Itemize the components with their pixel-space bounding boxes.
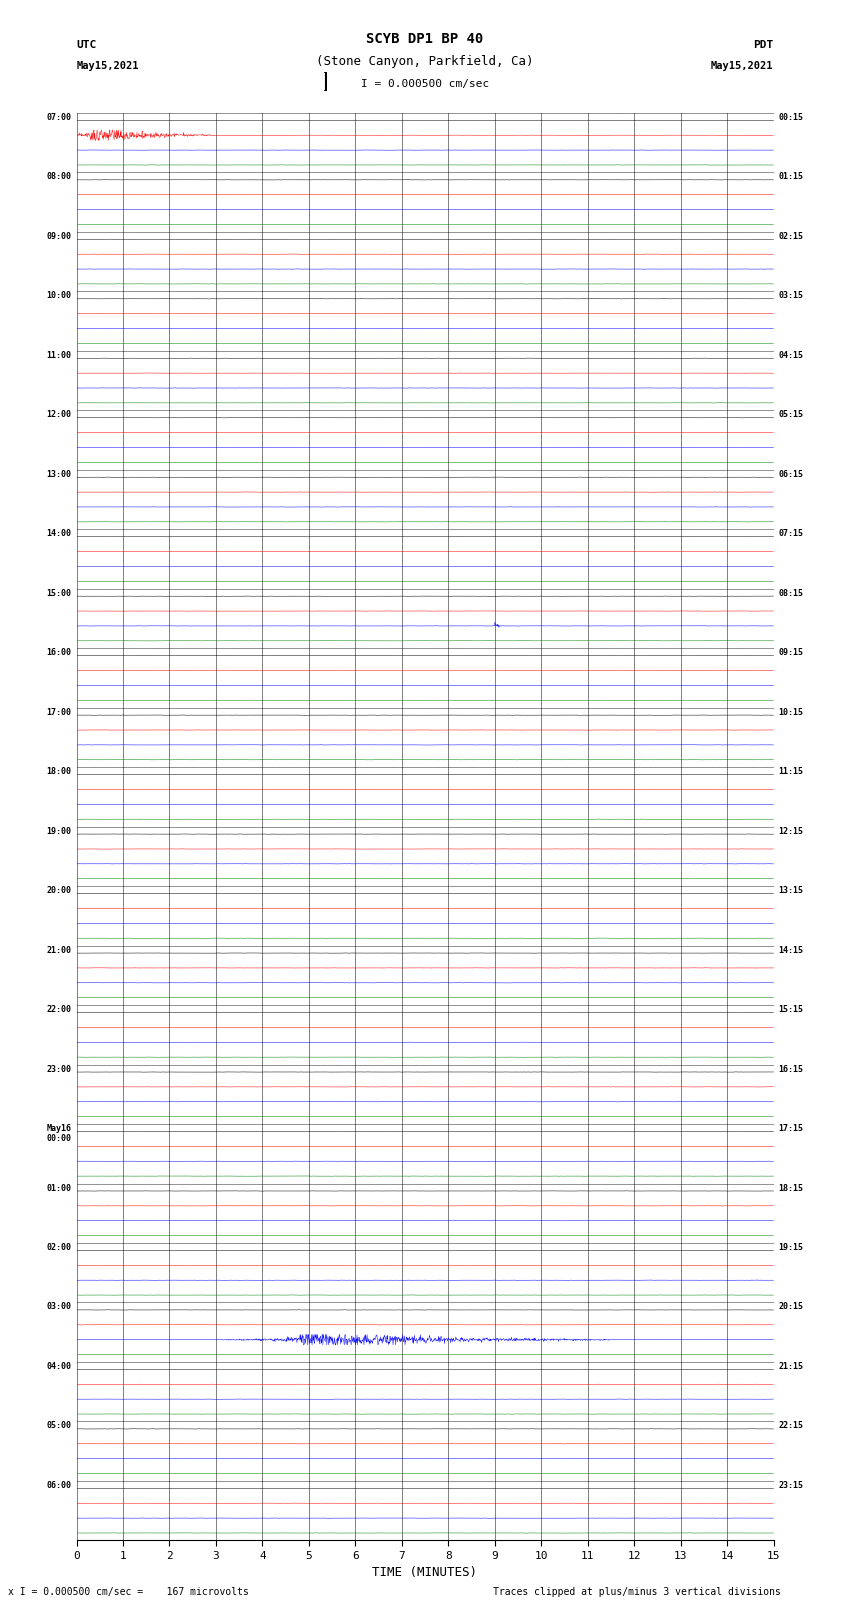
Text: 09:00: 09:00 xyxy=(47,232,71,240)
Text: 09:15: 09:15 xyxy=(779,648,803,656)
Text: 06:00: 06:00 xyxy=(47,1481,71,1490)
Text: 23:00: 23:00 xyxy=(47,1065,71,1074)
Text: 12:00: 12:00 xyxy=(47,410,71,419)
Text: 08:15: 08:15 xyxy=(779,589,803,598)
Text: 11:15: 11:15 xyxy=(779,768,803,776)
Text: 06:15: 06:15 xyxy=(779,469,803,479)
Text: 23:15: 23:15 xyxy=(779,1481,803,1490)
Text: (Stone Canyon, Parkfield, Ca): (Stone Canyon, Parkfield, Ca) xyxy=(316,55,534,68)
Text: 12:15: 12:15 xyxy=(779,826,803,836)
Text: 15:00: 15:00 xyxy=(47,589,71,598)
Text: SCYB DP1 BP 40: SCYB DP1 BP 40 xyxy=(366,32,484,47)
Text: 13:00: 13:00 xyxy=(47,469,71,479)
Text: 13:15: 13:15 xyxy=(779,886,803,895)
Text: 22:15: 22:15 xyxy=(779,1421,803,1431)
Text: 03:00: 03:00 xyxy=(47,1303,71,1311)
Text: 05:00: 05:00 xyxy=(47,1421,71,1431)
Text: 16:15: 16:15 xyxy=(779,1065,803,1074)
Text: 07:00: 07:00 xyxy=(47,113,71,123)
Text: 21:15: 21:15 xyxy=(779,1361,803,1371)
Text: 17:00: 17:00 xyxy=(47,708,71,716)
Text: 05:15: 05:15 xyxy=(779,410,803,419)
Text: 19:00: 19:00 xyxy=(47,826,71,836)
Text: 21:00: 21:00 xyxy=(47,945,71,955)
Text: 20:15: 20:15 xyxy=(779,1303,803,1311)
Text: I = 0.000500 cm/sec: I = 0.000500 cm/sec xyxy=(361,79,489,89)
Text: 16:00: 16:00 xyxy=(47,648,71,656)
Text: 22:00: 22:00 xyxy=(47,1005,71,1015)
Text: 03:15: 03:15 xyxy=(779,292,803,300)
Text: 19:15: 19:15 xyxy=(779,1244,803,1252)
Text: Traces clipped at plus/minus 3 vertical divisions: Traces clipped at plus/minus 3 vertical … xyxy=(493,1587,781,1597)
Text: May16
00:00: May16 00:00 xyxy=(47,1124,71,1144)
Text: 10:00: 10:00 xyxy=(47,292,71,300)
X-axis label: TIME (MINUTES): TIME (MINUTES) xyxy=(372,1566,478,1579)
Text: 04:00: 04:00 xyxy=(47,1361,71,1371)
Text: 01:15: 01:15 xyxy=(779,173,803,181)
Text: 20:00: 20:00 xyxy=(47,886,71,895)
Text: 02:15: 02:15 xyxy=(779,232,803,240)
Text: 04:15: 04:15 xyxy=(779,350,803,360)
Text: May15,2021: May15,2021 xyxy=(76,61,139,71)
Text: 18:00: 18:00 xyxy=(47,768,71,776)
Text: PDT: PDT xyxy=(753,40,774,50)
Text: 08:00: 08:00 xyxy=(47,173,71,181)
Text: 18:15: 18:15 xyxy=(779,1184,803,1192)
Text: 14:15: 14:15 xyxy=(779,945,803,955)
Text: x I = 0.000500 cm/sec =    167 microvolts: x I = 0.000500 cm/sec = 167 microvolts xyxy=(8,1587,249,1597)
Text: 17:15: 17:15 xyxy=(779,1124,803,1132)
Text: 01:00: 01:00 xyxy=(47,1184,71,1192)
Text: 15:15: 15:15 xyxy=(779,1005,803,1015)
Text: 07:15: 07:15 xyxy=(779,529,803,539)
Text: 14:00: 14:00 xyxy=(47,529,71,539)
Text: 02:00: 02:00 xyxy=(47,1244,71,1252)
Text: 10:15: 10:15 xyxy=(779,708,803,716)
Text: UTC: UTC xyxy=(76,40,97,50)
Text: May15,2021: May15,2021 xyxy=(711,61,774,71)
Text: 00:15: 00:15 xyxy=(779,113,803,123)
Text: 11:00: 11:00 xyxy=(47,350,71,360)
